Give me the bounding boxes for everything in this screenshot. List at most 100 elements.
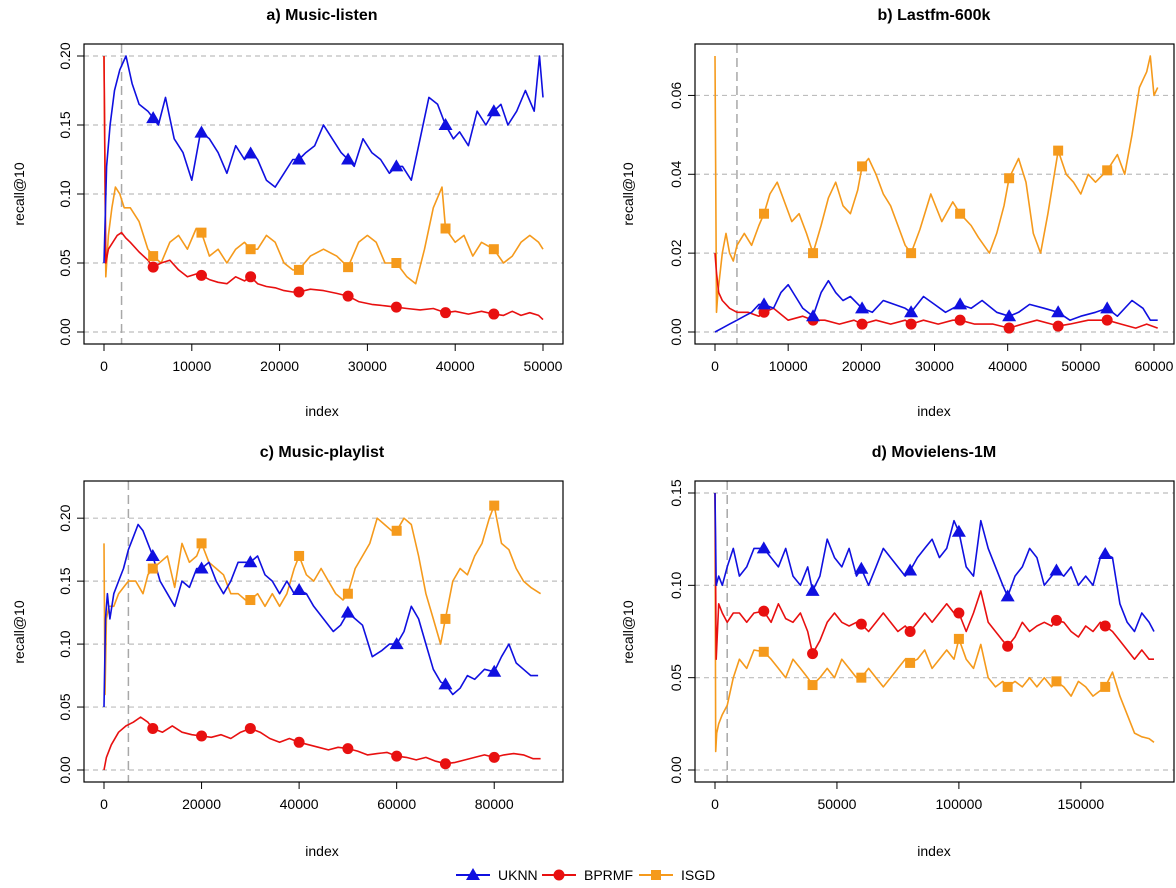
- series-marker-uknn: [438, 118, 453, 130]
- y-tick-label: 0.06: [668, 82, 684, 109]
- series-marker-uknn: [805, 583, 820, 596]
- series-marker-uknn: [854, 561, 869, 574]
- x-tick-label: 60000: [377, 796, 416, 812]
- series-marker-uknn: [291, 152, 306, 165]
- series-marker-isgd: [1100, 681, 1111, 692]
- x-tick-label: 0: [100, 796, 108, 812]
- series-marker-isgd: [1002, 681, 1013, 692]
- series-marker-bprmf: [1003, 322, 1015, 334]
- series-marker-bprmf: [391, 750, 403, 762]
- series-marker-uknn: [340, 605, 355, 618]
- y-tick-label: 0.00: [668, 756, 684, 783]
- y-tick-label: 0.05: [57, 693, 73, 720]
- series-line-isgd: [103, 55, 544, 285]
- x-tick-label: 100000: [936, 796, 983, 812]
- series-marker-isgd: [440, 223, 451, 234]
- panel-title: c) Music-playlist: [260, 444, 385, 461]
- series-marker-isgd: [758, 646, 769, 657]
- y-tick-label: 0.15: [57, 111, 73, 138]
- plot-frame: [694, 480, 1175, 783]
- series-marker-uknn: [951, 524, 966, 537]
- x-tick-label: 60000: [1135, 358, 1174, 374]
- panel-title: a) Music-listen: [266, 7, 377, 24]
- series-marker-uknn: [953, 297, 968, 310]
- series-marker-uknn: [1051, 305, 1066, 318]
- series-marker-uknn: [194, 125, 209, 138]
- series-line-isgd: [103, 504, 542, 696]
- legend-marker: [466, 868, 480, 880]
- series-line-uknn: [103, 523, 539, 708]
- series-marker-uknn: [1002, 309, 1017, 322]
- legend-label: ISGD: [681, 867, 715, 883]
- y-tick-label: 0.02: [668, 239, 684, 266]
- series-marker-uknn: [292, 582, 307, 595]
- series-marker-isgd: [391, 525, 402, 536]
- series-marker-isgd: [293, 264, 304, 275]
- panel-d: d) Movielens-1M index recall@10 0 50000 10…: [620, 444, 1175, 859]
- x-tick-label: 50000: [524, 358, 563, 374]
- series-marker-bprmf: [758, 605, 770, 617]
- series-marker-bprmf: [440, 307, 452, 319]
- series-marker-uknn: [1000, 589, 1015, 602]
- y-axis-label: recall@10: [620, 600, 636, 663]
- plot-frame: [83, 480, 564, 783]
- series-marker-isgd: [342, 588, 353, 599]
- x-tick-label: 40000: [280, 796, 319, 812]
- x-tick-label: 40000: [436, 358, 475, 374]
- legend-marker: [651, 870, 661, 880]
- series-marker-uknn: [855, 301, 870, 314]
- panel-title: d) Movielens-1M: [872, 444, 996, 461]
- series-marker-bprmf: [390, 301, 402, 313]
- series-marker-uknn: [1098, 546, 1113, 559]
- series-marker-isgd: [391, 258, 402, 268]
- x-axis-label: index: [305, 843, 338, 859]
- panel-b: b) Lastfm-600k index recall@10 0 10000 200…: [620, 7, 1175, 419]
- series-marker-bprmf: [147, 261, 159, 273]
- series-line-isgd: [714, 55, 1159, 314]
- series-marker-bprmf: [953, 607, 965, 619]
- legend-label: UKNN: [498, 867, 538, 883]
- series-marker-uknn: [756, 541, 771, 554]
- x-tick-label: 0: [711, 796, 719, 812]
- series-marker-uknn: [243, 146, 258, 159]
- y-tick-label: 0.15: [57, 567, 73, 594]
- series-line-bprmf: [714, 492, 1154, 661]
- series-marker-isgd: [807, 680, 818, 691]
- series-marker-uknn: [145, 548, 160, 561]
- series-marker-bprmf: [439, 758, 451, 770]
- x-axis-label: index: [917, 843, 950, 859]
- series-marker-isgd: [857, 161, 868, 172]
- series-marker-uknn: [757, 297, 772, 310]
- series-marker-uknn: [389, 159, 404, 172]
- legend: UKNN BPRMF ISGD: [456, 867, 715, 883]
- panel-c: c) Music-playlist index recall@10 0 20000…: [11, 444, 564, 859]
- series-marker-bprmf: [1002, 640, 1014, 652]
- series-marker-isgd: [148, 251, 159, 262]
- series-marker-bprmf: [904, 626, 916, 637]
- series-marker-uknn: [1100, 301, 1115, 314]
- series-marker-isgd: [1004, 173, 1015, 184]
- series-marker-uknn: [438, 677, 453, 690]
- series-marker-bprmf: [758, 306, 770, 318]
- x-tick-label: 10000: [172, 358, 211, 374]
- series-marker-isgd: [856, 672, 867, 683]
- y-axis-label: recall@10: [11, 600, 27, 663]
- series-marker-isgd: [294, 550, 305, 561]
- y-tick-label: 0.10: [668, 571, 684, 598]
- x-tick-label: 30000: [348, 358, 387, 374]
- legend-item-bprmf: BPRMF: [542, 867, 633, 883]
- x-axis-label: index: [305, 403, 338, 419]
- panel-title: b) Lastfm-600k: [878, 7, 991, 24]
- y-tick-label: 0.10: [57, 630, 73, 657]
- series-marker-bprmf: [856, 318, 868, 330]
- series-marker-isgd: [489, 500, 500, 511]
- x-axis-label: index: [917, 403, 950, 419]
- plot-frame: [694, 43, 1175, 345]
- x-tick-label: 10000: [769, 358, 808, 374]
- series-line-bprmf: [714, 253, 1158, 329]
- series-marker-bprmf: [244, 722, 256, 734]
- series-marker-isgd: [905, 657, 916, 668]
- series-line-bprmf: [103, 55, 544, 321]
- series-marker-isgd: [196, 227, 207, 238]
